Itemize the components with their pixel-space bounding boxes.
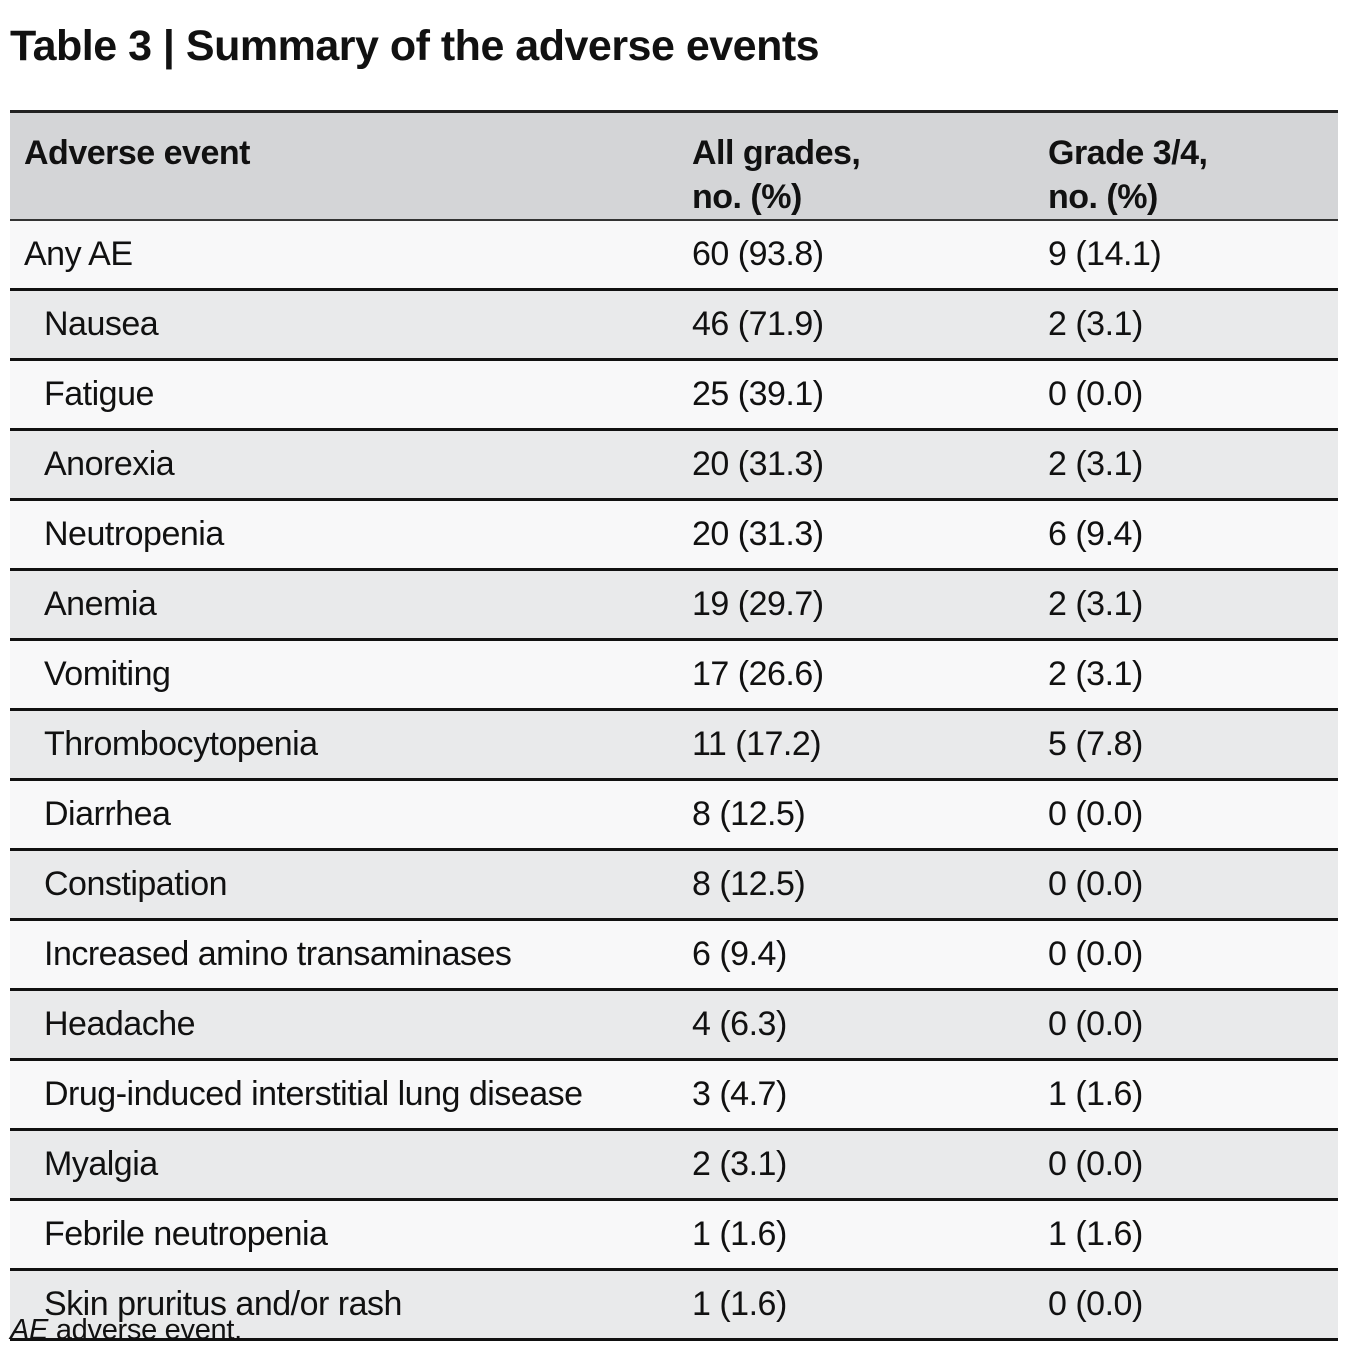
- table-row: Febrile neutropenia 1 (1.6) 1 (1.6): [10, 1199, 1338, 1271]
- table-header-row: Adverse event All grades, no. (%) Grade 3…: [10, 111, 1338, 221]
- cell-all-grades: 60 (93.8): [677, 220, 1033, 291]
- cell-adverse-event: Vomiting: [10, 639, 677, 711]
- cell-grade-3-4: 0 (0.0): [1033, 1269, 1338, 1341]
- cell-grade-3-4: 0 (0.0): [1033, 1129, 1338, 1201]
- cell-adverse-event: Febrile neutropenia: [10, 1199, 677, 1271]
- footnote-abbr: AE: [10, 1314, 49, 1346]
- cell-grade-3-4: 0 (0.0): [1033, 359, 1338, 431]
- cell-grade-3-4: 2 (3.1): [1033, 569, 1338, 641]
- cell-all-grades: 3 (4.7): [677, 1059, 1033, 1131]
- header-adverse-event: Adverse event: [10, 112, 677, 221]
- adverse-events-table: Adverse event All grades, no. (%) Grade 3…: [10, 110, 1338, 1341]
- cell-all-grades: 1 (1.6): [677, 1199, 1033, 1271]
- footnote: AE adverse event.: [10, 1314, 242, 1347]
- header-text: no. (%): [692, 178, 802, 216]
- cell-grade-3-4: 6 (9.4): [1033, 499, 1338, 571]
- header-text: Adverse event: [24, 134, 250, 172]
- cell-grade-3-4: 0 (0.0): [1033, 779, 1338, 851]
- cell-adverse-event: Fatigue: [10, 359, 677, 431]
- cell-grade-3-4: 2 (3.1): [1033, 429, 1338, 501]
- cell-grade-3-4: 9 (14.1): [1033, 220, 1338, 291]
- header-all-grades: All grades, no. (%): [677, 112, 1033, 221]
- cell-adverse-event: Nausea: [10, 289, 677, 361]
- cell-adverse-event: Anemia: [10, 569, 677, 641]
- cell-all-grades: 2 (3.1): [677, 1129, 1033, 1201]
- table-row: Neutropenia 20 (31.3) 6 (9.4): [10, 499, 1338, 571]
- header-text: All grades,: [692, 134, 861, 172]
- cell-adverse-event: Skin pruritus and/or rash: [10, 1269, 677, 1341]
- cell-all-grades: 20 (31.3): [677, 499, 1033, 571]
- table-row: Diarrhea 8 (12.5) 0 (0.0): [10, 779, 1338, 851]
- table-row: Increased amino transaminases 6 (9.4) 0 (0…: [10, 919, 1338, 991]
- header-grade-3-4: Grade 3/4, no. (%): [1033, 112, 1338, 221]
- cell-adverse-event: Any AE: [10, 220, 677, 291]
- cell-adverse-event: Headache: [10, 989, 677, 1061]
- cell-grade-3-4: 2 (3.1): [1033, 639, 1338, 711]
- table-row: Any AE 60 (93.8) 9 (14.1): [10, 220, 1338, 291]
- cell-adverse-event: Increased amino transaminases: [10, 919, 677, 991]
- cell-adverse-event: Thrombocytopenia: [10, 709, 677, 781]
- cell-all-grades: 6 (9.4): [677, 919, 1033, 991]
- cell-all-grades: 1 (1.6): [677, 1269, 1033, 1341]
- cell-all-grades: 19 (29.7): [677, 569, 1033, 641]
- cell-grade-3-4: 2 (3.1): [1033, 289, 1338, 361]
- table-row: Skin pruritus and/or rash 1 (1.6) 0 (0.0): [10, 1269, 1338, 1341]
- table-row: Thrombocytopenia 11 (17.2) 5 (7.8): [10, 709, 1338, 781]
- table-row: Headache 4 (6.3) 0 (0.0): [10, 989, 1338, 1061]
- cell-grade-3-4: 1 (1.6): [1033, 1059, 1338, 1131]
- cell-grade-3-4: 0 (0.0): [1033, 849, 1338, 921]
- cell-all-grades: 20 (31.3): [677, 429, 1033, 501]
- cell-all-grades: 8 (12.5): [677, 779, 1033, 851]
- header-text: no. (%): [1048, 178, 1158, 216]
- cell-adverse-event: Constipation: [10, 849, 677, 921]
- cell-grade-3-4: 0 (0.0): [1033, 919, 1338, 991]
- cell-all-grades: 8 (12.5): [677, 849, 1033, 921]
- table-row: Anorexia 20 (31.3) 2 (3.1): [10, 429, 1338, 501]
- cell-grade-3-4: 1 (1.6): [1033, 1199, 1338, 1271]
- cell-all-grades: 11 (17.2): [677, 709, 1033, 781]
- cell-all-grades: 46 (71.9): [677, 289, 1033, 361]
- cell-adverse-event: Diarrhea: [10, 779, 677, 851]
- table-row: Vomiting 17 (26.6) 2 (3.1): [10, 639, 1338, 711]
- cell-adverse-event: Neutropenia: [10, 499, 677, 571]
- header-text: Grade 3/4,: [1048, 134, 1208, 172]
- cell-grade-3-4: 5 (7.8): [1033, 709, 1338, 781]
- table-row: Myalgia 2 (3.1) 0 (0.0): [10, 1129, 1338, 1201]
- table-row: Fatigue 25 (39.1) 0 (0.0): [10, 359, 1338, 431]
- table-row: Constipation 8 (12.5) 0 (0.0): [10, 849, 1338, 921]
- cell-adverse-event: Myalgia: [10, 1129, 677, 1201]
- cell-all-grades: 25 (39.1): [677, 359, 1033, 431]
- cell-adverse-event: Drug-induced interstitial lung disease: [10, 1059, 677, 1131]
- table-row: Anemia 19 (29.7) 2 (3.1): [10, 569, 1338, 641]
- table-row: Nausea 46 (71.9) 2 (3.1): [10, 289, 1338, 361]
- cell-all-grades: 17 (26.6): [677, 639, 1033, 711]
- cell-adverse-event: Anorexia: [10, 429, 677, 501]
- cell-grade-3-4: 0 (0.0): [1033, 989, 1338, 1061]
- table-title: Table 3 | Summary of the adverse events: [10, 22, 820, 70]
- table-row: Drug-induced interstitial lung disease 3 …: [10, 1059, 1338, 1131]
- footnote-text: adverse event.: [48, 1314, 242, 1346]
- cell-all-grades: 4 (6.3): [677, 989, 1033, 1061]
